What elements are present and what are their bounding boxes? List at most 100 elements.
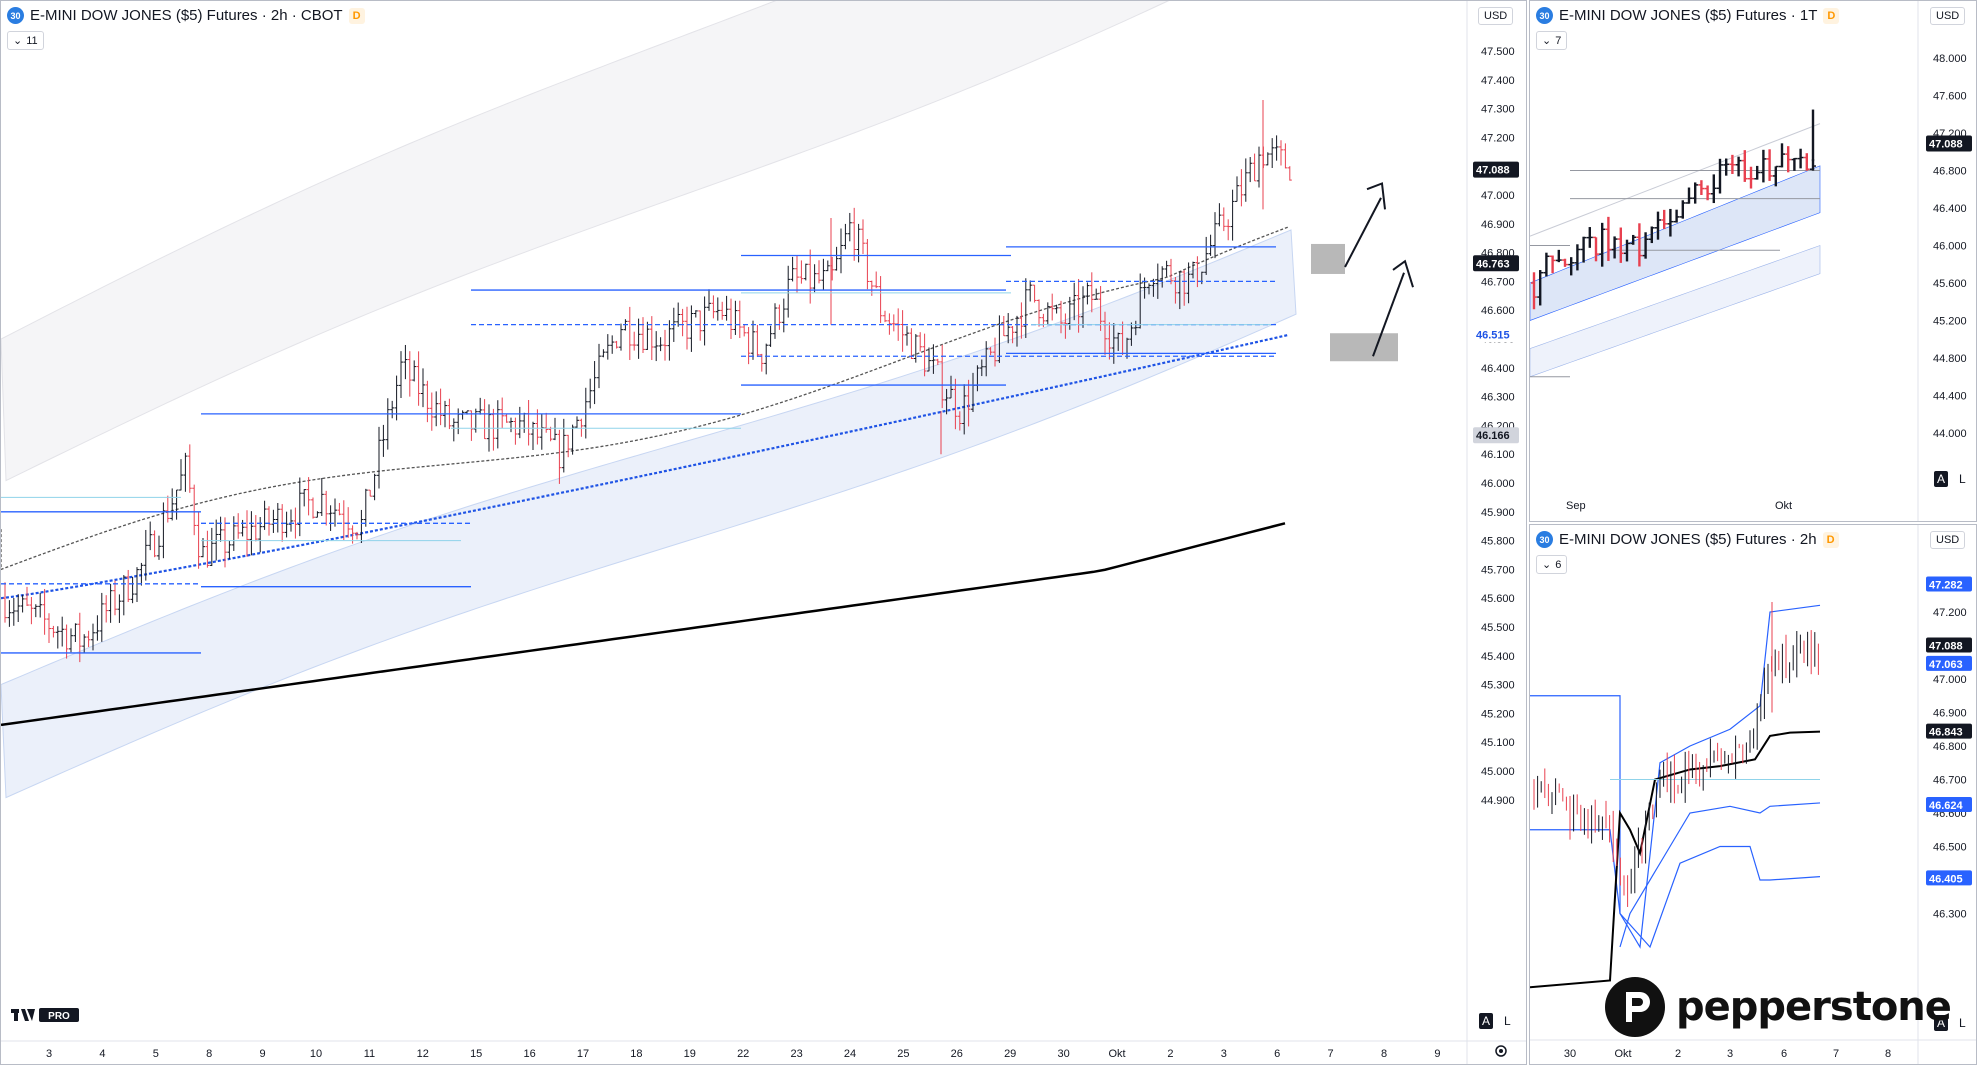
date-tick-label: Okt [1614, 1048, 1631, 1060]
indicator-count: 11 [26, 34, 38, 47]
date-tick-label: 3 [1727, 1048, 1733, 1060]
price-tick-label: 44.900 [1481, 795, 1515, 807]
ema-price-tag: 46.763 [1476, 258, 1510, 270]
date-tick-label: 3 [46, 1048, 52, 1060]
price-tick-label: 46.900 [1481, 219, 1515, 231]
price-tick-label: 47.000 [1481, 190, 1515, 202]
price-tick-label: 46.800 [1933, 166, 1967, 178]
price-tick-label: 45.600 [1481, 593, 1515, 605]
date-tick-label: 8 [206, 1048, 212, 1060]
daily-price-tag-bg [1926, 135, 1972, 152]
ema-price-tag-bg [1473, 255, 1519, 272]
date-tick-label: 9 [260, 1048, 266, 1060]
auto-scale-button[interactable]: A [1934, 1015, 1949, 1031]
price-tick-label: 46.000 [1933, 241, 1967, 253]
price-tick-label: 44.000 [1933, 428, 1967, 440]
log-scale-button[interactable]: L [1959, 472, 1966, 486]
date-tick-label: 18 [630, 1048, 642, 1060]
indicators-toggle[interactable]: ⌄ 11 [7, 31, 44, 50]
date-tick-label: 25 [897, 1048, 909, 1060]
daily-chart-canvas[interactable]: 48.00047.60047.20046.80046.40046.00045.6… [1530, 1, 1977, 522]
log-scale-button[interactable]: L [1959, 1016, 1966, 1030]
daily-band [1530, 165, 1821, 321]
delayed-badge: D [1823, 7, 1840, 24]
price-tick-label: 46.700 [1933, 775, 1967, 787]
chart-title[interactable]: E-MINI DOW JONES ($5) Futures · 2h [1559, 531, 1817, 548]
scale-modes: A L [1934, 1015, 1969, 1031]
date-tick-label: 26 [951, 1048, 963, 1060]
target-zone-upper [1311, 243, 1345, 274]
daily-chart-panel[interactable]: 30 E-MINI DOW JONES ($5) Futures · 1T D … [1529, 0, 1977, 522]
price-tick-label: 46.100 [1481, 449, 1515, 461]
gear-icon[interactable] [1494, 1044, 1508, 1063]
price-tick-label: 45.200 [1933, 316, 1967, 328]
upper-band-tag-bg [1926, 576, 1972, 592]
auto-scale-button[interactable]: A [1934, 471, 1949, 487]
date-tick-label: 2 [1675, 1048, 1681, 1060]
lowest-deviation-line [1530, 829, 1821, 949]
chevron-down-icon: ⌄ [1542, 35, 1552, 47]
indicators-toggle[interactable]: ⌄ 6 [1536, 555, 1568, 574]
blue-ema-price-tag: 46.515 [1476, 330, 1510, 342]
price-tick-label: 45.700 [1481, 564, 1515, 576]
price-tick-label: 47.600 [1933, 91, 1967, 103]
last-price-tag-bg [1926, 637, 1972, 653]
target-zone-lower [1330, 333, 1398, 362]
main-chart-canvas[interactable]: 47.50047.40047.30047.20047.10047.00046.9… [1, 1, 1527, 1065]
date-tick-label: 2 [1167, 1048, 1173, 1060]
intraday-chart-header: 30 E-MINI DOW JONES ($5) Futures · 2h D [1536, 531, 1839, 548]
lower-band-tag: 46.624 [1929, 800, 1964, 812]
price-tick-label: 47.000 [1933, 674, 1967, 686]
ema-dashed-line [1, 226, 1290, 571]
price-tick-label: 45.500 [1481, 622, 1515, 634]
mid-band-tag: 47.063 [1929, 659, 1963, 671]
pepperstone-logo: pepperstone [1604, 976, 1952, 1038]
arrow-upper-head [1366, 182, 1386, 210]
chart-title[interactable]: E-MINI DOW JONES ($5) Futures · 2h · CBO… [30, 7, 343, 24]
indicator-count: 7 [1555, 34, 1562, 47]
date-tick-label: 3 [1221, 1048, 1227, 1060]
date-tick-label: 8 [1885, 1048, 1891, 1060]
auto-scale-button[interactable]: A [1479, 1013, 1494, 1029]
price-tick-label: 46.300 [1481, 392, 1515, 404]
date-tick-label: 9 [1434, 1048, 1440, 1060]
price-tick-label: 45.900 [1481, 507, 1515, 519]
mid-band-tag-bg [1926, 655, 1972, 671]
price-tick-label: 46.900 [1933, 708, 1967, 720]
price-tick-label: 47.300 [1481, 104, 1515, 116]
price-tick-label: 44.400 [1933, 391, 1967, 403]
price-tick-label: 46.600 [1481, 305, 1515, 317]
arrow-lower [1372, 272, 1405, 357]
lower-deviation-line [1619, 802, 1821, 948]
date-tick-label: 11 [364, 1048, 375, 1060]
symbol-badge: 30 [1536, 531, 1553, 548]
lower-band-tag-bg [1926, 796, 1972, 812]
indicators-toggle[interactable]: ⌄ 7 [1536, 31, 1568, 50]
intraday-chart-panel[interactable]: 30 E-MINI DOW JONES ($5) Futures · 2h D … [1529, 524, 1977, 1065]
price-tick-label: 48.000 [1933, 53, 1967, 65]
log-scale-button[interactable]: L [1504, 1014, 1511, 1028]
date-tick-label: Sep [1566, 500, 1586, 512]
date-tick-label: 10 [310, 1048, 322, 1060]
daily-price-tag: 47.088 [1929, 139, 1963, 151]
currency-button[interactable]: USD [1930, 531, 1966, 549]
arrow-upper [1344, 197, 1382, 268]
price-tick-label: 46.800 [1933, 741, 1967, 753]
delayed-badge: D [1822, 531, 1839, 548]
chevron-down-icon: ⌄ [13, 35, 23, 47]
daily-upper-line [1530, 123, 1821, 237]
scale-modes: A L [1479, 1013, 1514, 1029]
price-tick-label: 47.500 [1481, 46, 1515, 58]
date-tick-label: 30 [1057, 1048, 1069, 1060]
date-tick-label: 7 [1328, 1048, 1334, 1060]
date-tick-label: 4 [99, 1048, 105, 1060]
date-tick-label: 29 [1004, 1048, 1016, 1060]
main-chart-panel[interactable]: 30 E-MINI DOW JONES ($5) Futures · 2h · … [0, 0, 1527, 1065]
price-tick-label: 47.400 [1481, 75, 1515, 87]
chevron-down-icon: ⌄ [1542, 559, 1552, 571]
currency-button[interactable]: USD [1930, 7, 1966, 25]
currency-button[interactable]: USD [1478, 7, 1514, 25]
intraday-chart-canvas[interactable]: 47.20047.00046.90046.80046.70046.60046.5… [1530, 525, 1977, 1065]
price-tick-label: 46.300 [1933, 909, 1967, 921]
chart-title[interactable]: E-MINI DOW JONES ($5) Futures · 1T [1559, 7, 1818, 24]
